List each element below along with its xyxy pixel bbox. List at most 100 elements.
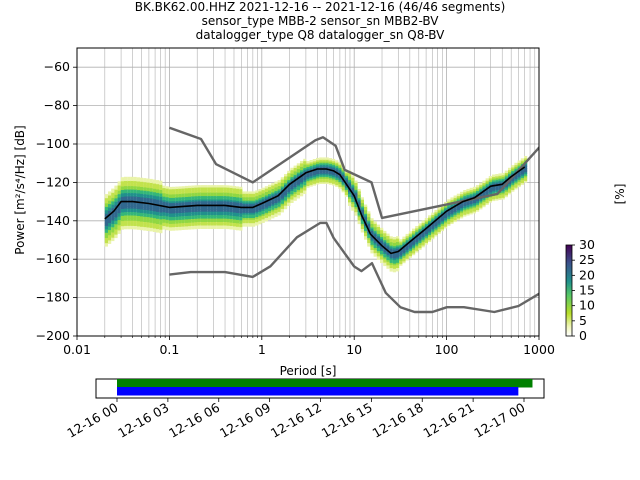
psd-cell <box>447 223 451 226</box>
psd-cell <box>216 202 220 205</box>
psd-cell <box>178 191 182 194</box>
psd-cell <box>162 194 166 197</box>
psd-cell <box>143 197 147 200</box>
psd-cell <box>124 206 128 209</box>
psd-cell <box>232 220 236 223</box>
y-tick-label: −60 <box>44 59 70 74</box>
psd-cell <box>223 209 227 212</box>
psd-cell <box>479 184 483 187</box>
psd-cell <box>127 197 131 200</box>
psd-cell <box>287 188 291 191</box>
psd-cell <box>194 211 198 214</box>
psd-cell <box>508 173 512 176</box>
psd-cell <box>258 201 262 204</box>
psd-cell <box>168 197 172 200</box>
psd-cell <box>348 182 352 186</box>
psd-cell <box>127 180 131 183</box>
y-tick-label: −160 <box>36 251 70 266</box>
psd-cell <box>226 209 230 212</box>
psd-cell <box>117 191 121 195</box>
psd-cell <box>207 192 211 195</box>
psd-cell <box>207 211 211 214</box>
psd-cell <box>456 197 460 200</box>
psd-cell <box>316 159 320 162</box>
psd-cell <box>504 172 508 175</box>
psd-cell <box>274 198 278 202</box>
psd-cell <box>412 232 416 235</box>
psd-cell <box>117 222 121 226</box>
psd-cell <box>232 215 236 218</box>
psd-cell <box>242 222 246 225</box>
psd-cell <box>127 192 131 195</box>
psd-cell <box>396 253 400 256</box>
psd-cell <box>296 185 300 189</box>
psd-cell <box>341 186 345 189</box>
psd-cell <box>501 183 505 186</box>
psd-cell <box>152 205 156 208</box>
psd-cell <box>296 184 300 187</box>
psd-cell <box>466 201 470 204</box>
psd-cell <box>149 197 153 201</box>
psd-cell <box>111 212 115 216</box>
psd-cell <box>133 211 137 214</box>
psd-cell <box>376 248 380 252</box>
psd-cell <box>136 198 140 201</box>
psd-cell <box>223 219 227 222</box>
psd-cell <box>364 206 368 209</box>
psd-cell <box>194 206 198 209</box>
psd-cell <box>133 176 137 180</box>
y-tick-label: −100 <box>36 136 70 151</box>
psd-cell <box>348 179 352 182</box>
psd-cell <box>117 214 121 217</box>
psd-cell <box>450 213 454 216</box>
psd-cell <box>236 207 240 210</box>
psd-cell <box>172 197 176 200</box>
psd-cell <box>284 189 288 192</box>
psd-cell <box>133 209 137 213</box>
psd-cell <box>511 165 515 168</box>
psd-cell <box>104 213 108 216</box>
psd-cell <box>264 186 268 189</box>
psd-cell <box>133 223 137 226</box>
psd-cell <box>300 180 304 183</box>
psd-cell <box>239 214 243 217</box>
psd-cell <box>312 172 316 176</box>
psd-cell <box>303 179 307 182</box>
psd-cell <box>140 182 144 186</box>
psd-cell <box>479 188 483 191</box>
psd-cell <box>261 187 265 191</box>
psd-cell <box>127 204 131 207</box>
psd-cell <box>300 185 304 188</box>
psd-cell <box>415 243 419 246</box>
psd-cell <box>120 210 124 213</box>
psd-cell <box>370 219 374 223</box>
psd-cell <box>162 203 166 206</box>
psd-cell <box>520 180 524 184</box>
psd-cell <box>104 221 108 225</box>
psd-cell <box>149 191 153 194</box>
psd-cell <box>149 220 153 223</box>
psd-cell <box>264 191 268 194</box>
psd-cell <box>204 188 208 191</box>
psd-cell <box>120 211 124 215</box>
psd-cell <box>274 192 278 195</box>
psd-cell <box>376 228 380 231</box>
timeline-tick-label: 12-16 21 <box>420 400 476 441</box>
psd-cell <box>242 215 246 218</box>
psd-cell <box>293 196 297 200</box>
psd-cell <box>197 219 201 222</box>
psd-cell <box>376 255 380 259</box>
psd-cell <box>191 223 195 226</box>
psd-cell <box>300 162 304 166</box>
psd-cell <box>332 181 336 184</box>
psd-cell <box>325 173 329 176</box>
colorbar-tick-label: 15 <box>579 283 595 298</box>
psd-cell <box>271 184 275 188</box>
psd-cell <box>284 196 288 199</box>
psd-cell <box>252 210 256 213</box>
mode-line <box>104 166 526 255</box>
psd-cell <box>360 221 364 224</box>
psd-cell <box>389 246 393 250</box>
psd-cell <box>140 203 144 206</box>
psd-cell <box>287 186 291 189</box>
